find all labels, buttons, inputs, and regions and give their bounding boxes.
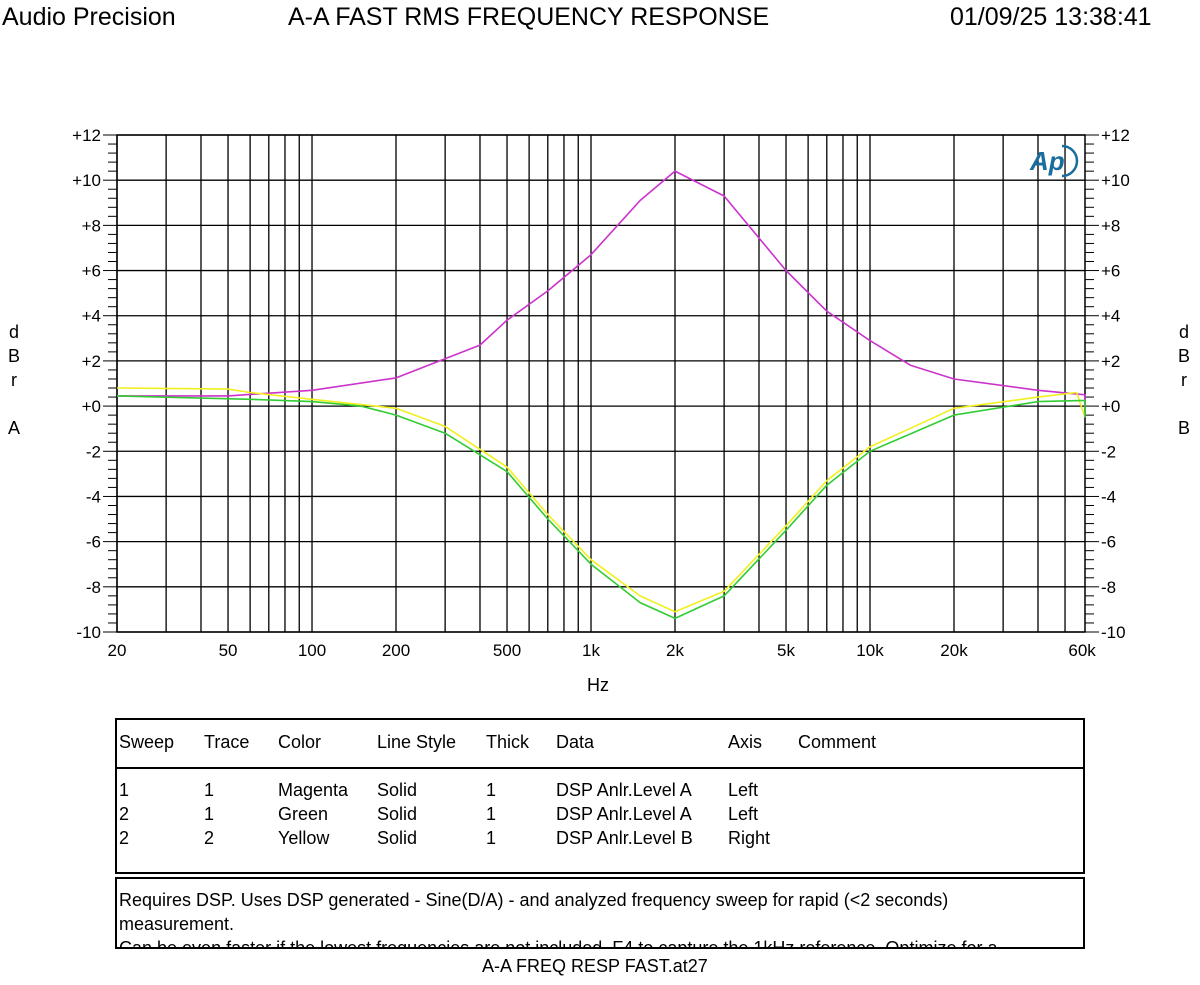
y-tick-label-left: +10 <box>72 171 101 190</box>
legend-cell: 1 <box>204 804 215 824</box>
y-axis-label-char: r <box>1181 370 1187 390</box>
y-tick-label-right: +8 <box>1101 216 1120 235</box>
ap-logo: Ap <box>1029 146 1065 176</box>
legend-cell: Right <box>728 828 771 848</box>
series-line-magenta <box>117 170 1086 418</box>
y-tick-label-left: +0 <box>82 397 101 416</box>
ap-logo-arc <box>1061 144 1079 178</box>
legend-cell: Yellow <box>278 828 330 848</box>
legend-header-row: Sweep Trace Color Line Style Thick Data Axis Co… <box>116 732 1084 756</box>
legend-cell: Left <box>728 804 759 824</box>
legend-cell: Solid <box>377 828 418 848</box>
legend-cell: 1 <box>486 780 497 800</box>
comment-line-1: Requires DSP. Uses DSP generated - Sine(… <box>119 890 949 910</box>
y-tick-label-left: +4 <box>82 307 101 326</box>
y-tick-label-right: +2 <box>1101 352 1120 371</box>
legend-row: 2 2 Yellow Solid 1 DSP Anlr.Level B Right <box>116 828 1084 852</box>
legend-cell: 2 <box>119 828 130 848</box>
y-axis-label-char: r <box>11 370 17 390</box>
x-tick-label: 100 <box>298 641 326 660</box>
x-tick-label: 10k <box>856 641 884 660</box>
comment-line-2: measurement. <box>119 914 235 934</box>
legend-cell: Left <box>728 780 759 800</box>
y-tick-label-right: +10 <box>1101 171 1130 190</box>
legend-cell: Solid <box>377 780 418 800</box>
y-tick-label-left: -8 <box>86 578 101 597</box>
legend-cell: DSP Anlr.Level A <box>556 780 692 800</box>
series-line-yellow <box>116 387 1086 613</box>
legend-table: Sweep Trace Color Line Style Thick Data Axis Co… <box>115 718 1085 874</box>
y-tick-label-right: +6 <box>1101 262 1120 281</box>
y-tick-label-left: -2 <box>86 442 101 461</box>
y-axis-label-char: B <box>7 346 20 366</box>
x-axis-label: Hz <box>587 675 609 695</box>
legend-cell: 1 <box>204 780 215 800</box>
y-tick-label-left: +2 <box>82 352 101 371</box>
y-tick-label-right: -8 <box>1101 578 1116 597</box>
x-tick-label: 2k <box>666 641 684 660</box>
legend-cell: DSP Anlr.Level A <box>556 804 692 824</box>
legend-cell: 1 <box>486 804 497 824</box>
legend-row: 1 1 Magenta Solid 1 DSP Anlr.Level A Left <box>116 780 1084 804</box>
legend-cell: 2 <box>204 828 215 848</box>
y-tick-label-right: +4 <box>1101 307 1120 326</box>
comment-box: Requires DSP. Uses DSP generated - Sine(… <box>115 877 1085 949</box>
series-line-green <box>116 395 1086 620</box>
x-tick-label: 50 <box>219 641 238 660</box>
y-axis-label-char: B <box>1177 346 1190 366</box>
y-tick-label-right: +0 <box>1101 397 1120 416</box>
legend-cell: Solid <box>377 804 418 824</box>
x-tick-label: 20k <box>940 641 968 660</box>
y-tick-label-left: -4 <box>86 487 101 506</box>
y-tick-label-right: -2 <box>1101 442 1116 461</box>
y-axis-label-char: A <box>7 418 20 438</box>
legend-row: 2 1 Green Solid 1 DSP Anlr.Level A Left <box>116 804 1084 828</box>
y-axis-label-char: d <box>8 322 19 342</box>
x-tick-label: 5k <box>777 641 795 660</box>
x-tick-label: 60k <box>1068 641 1096 660</box>
y-tick-label-left: +8 <box>82 216 101 235</box>
legend-header-cell: Trace <box>204 732 250 752</box>
legend-header-cell: Sweep <box>119 732 175 752</box>
legend-header-cell: Thick <box>486 732 530 752</box>
y-axis-label-char <box>4 392 24 416</box>
y-axis-label-char: d <box>1178 322 1189 342</box>
y-axis-label-char: B <box>1177 418 1190 438</box>
legend-cell: 1 <box>119 780 130 800</box>
x-tick-label: 20 <box>108 641 127 660</box>
y-tick-label-left: +6 <box>82 262 101 281</box>
legend-cell: 2 <box>119 804 130 824</box>
footer-filename: A-A FREQ RESP FAST.at27 <box>482 956 708 976</box>
timestamp: 01/09/25 13:38:41 <box>950 3 1152 31</box>
legend-divider <box>116 767 1084 769</box>
app-name: Audio Precision <box>2 3 176 31</box>
y-tick-label-left: +12 <box>72 126 101 145</box>
comment-line-3: Can be even faster if the lowest frequen… <box>119 938 998 949</box>
legend-cell: 1 <box>486 828 497 848</box>
x-tick-label: 1k <box>582 641 600 660</box>
legend-cell: Magenta <box>278 780 349 800</box>
y-tick-label-left: -10 <box>76 623 101 642</box>
x-tick-label: 500 <box>493 641 521 660</box>
y-tick-label-right: -10 <box>1101 623 1126 642</box>
frequency-response-chart: +12 +12 +10 +10 +8 +8 +6 +6 +4 +4 +2 +2 +0 +0 -2 -2 -4 -4… <box>72 126 1130 660</box>
legend-header-cell: Color <box>278 732 322 752</box>
y-tick-label-left: -6 <box>86 533 101 552</box>
legend-header-cell: Axis <box>728 732 763 752</box>
y-tick-label-right: -4 <box>1101 487 1116 506</box>
y-tick-label-right: +12 <box>1101 126 1130 145</box>
legend-header-cell: Comment <box>798 732 877 752</box>
y-tick-label-right: -6 <box>1101 533 1116 552</box>
legend-cell: DSP Anlr.Level B <box>556 828 693 848</box>
x-tick-label: 200 <box>382 641 410 660</box>
chart-title: A-A FAST RMS FREQUENCY RESPONSE <box>288 3 770 31</box>
legend-header-cell: Data <box>556 732 595 752</box>
plot-frame <box>116 134 1086 633</box>
y-axis-label-char <box>1174 392 1194 416</box>
legend-header-cell: Line Style <box>377 732 457 752</box>
legend-cell: Green <box>278 804 329 824</box>
